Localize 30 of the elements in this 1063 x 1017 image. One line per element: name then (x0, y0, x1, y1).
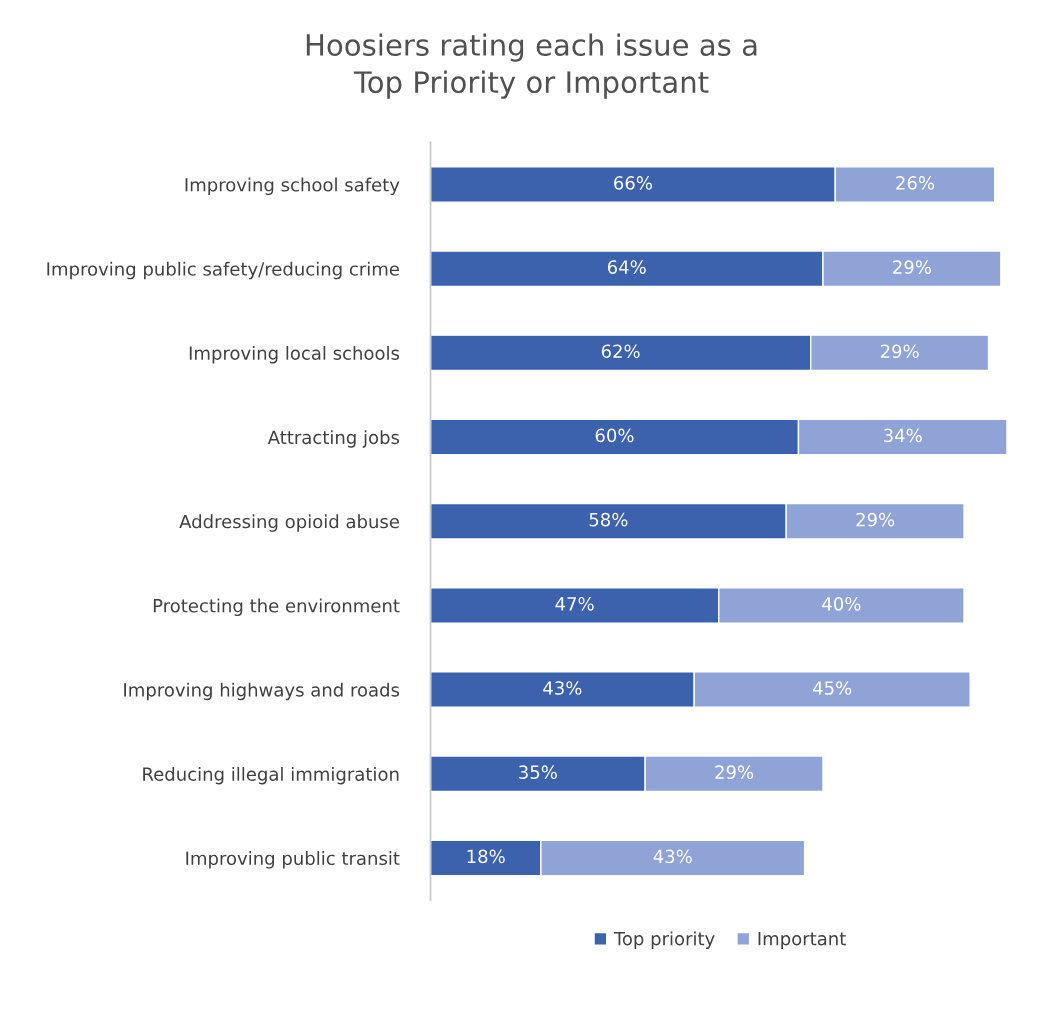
data-label: 29% (880, 344, 919, 359)
data-label: 29% (715, 765, 754, 780)
data-label: 66% (614, 176, 652, 190)
data-label: 43% (543, 681, 582, 695)
data-label: 43% (653, 849, 692, 864)
y-tick-label: Improving local schools (189, 345, 400, 364)
data-label: 40% (822, 596, 861, 611)
y-tick-label: Addressing opioid abuse (179, 514, 399, 532)
legend-label: Important (758, 932, 846, 949)
y-tick-label: Improving school safety (185, 177, 400, 196)
chart-title: Hoosiers rating each issue as a Top Priority or Important (306, 33, 757, 99)
data-label: 58% (589, 512, 628, 527)
data-label: 62% (601, 344, 640, 359)
data-label: 47% (555, 596, 594, 611)
data-label: 29% (893, 260, 931, 274)
y-tick-label: Improving highways and roads (124, 682, 400, 701)
data-label: 60% (595, 428, 634, 443)
data-label: 34% (884, 428, 922, 443)
y-tick-label: Protecting the environment (153, 598, 400, 617)
data-label: 26% (896, 176, 935, 190)
y-tick-label: Attracting jobs (267, 430, 400, 448)
data-label: 35% (519, 765, 557, 780)
y-tick-label: Improving public transit (186, 851, 400, 869)
y-tick-label: Reducing illegal immigration (143, 766, 399, 785)
legend-label: Top priority (613, 931, 715, 949)
data-label: 64% (607, 260, 646, 274)
data-label: 18% (467, 849, 505, 864)
data-label: 29% (856, 512, 895, 527)
y-tick-label: Improving public safety/reducing crime (47, 261, 399, 280)
data-label: 45% (813, 681, 852, 695)
